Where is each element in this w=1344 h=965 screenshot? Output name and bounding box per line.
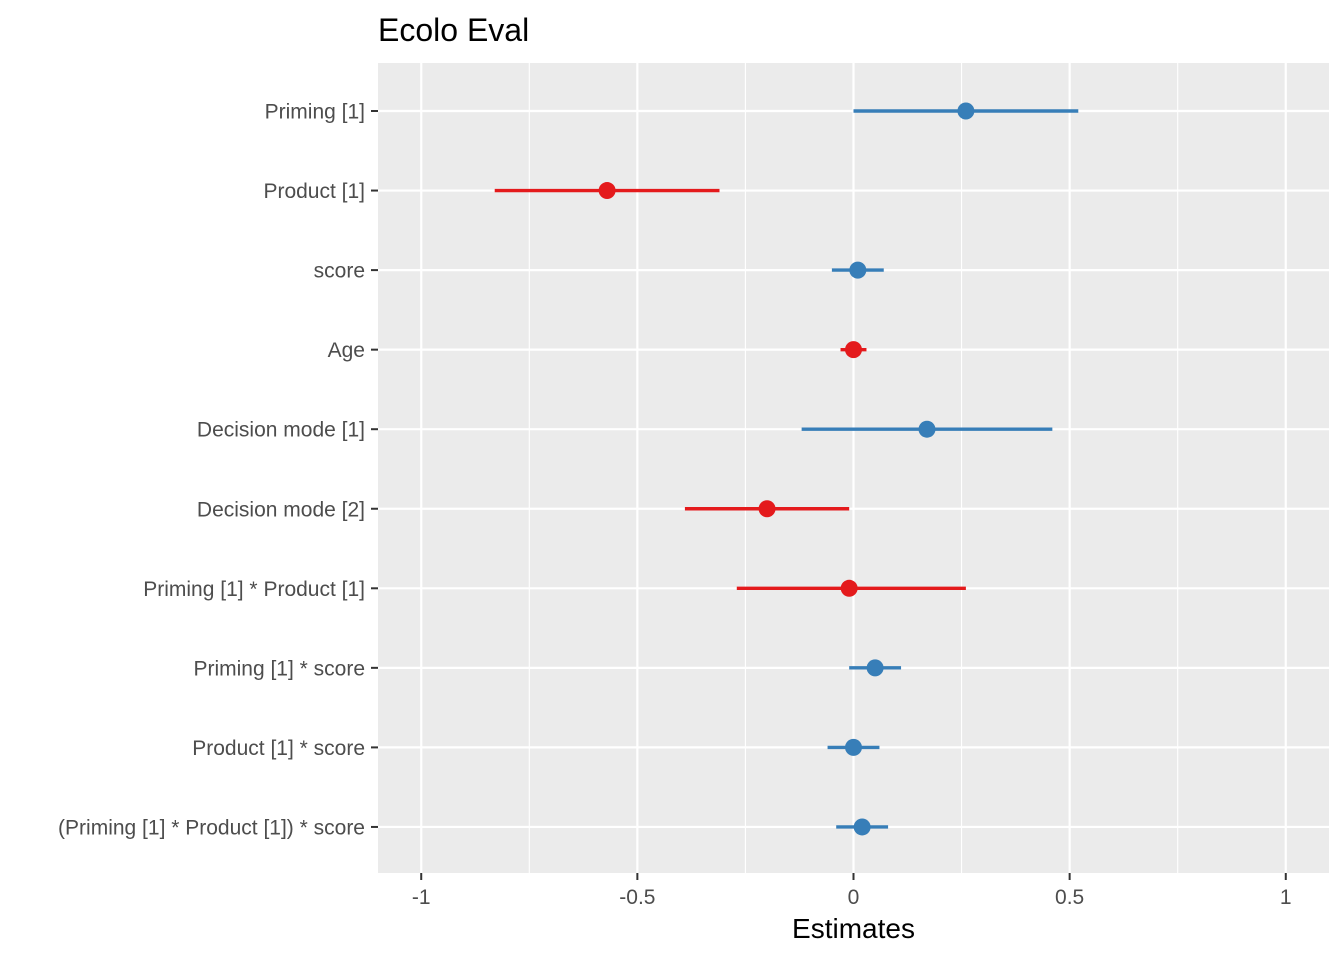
y-tick-label: Product [1] * score bbox=[192, 737, 365, 760]
y-tick-label: Decision mode [2] bbox=[197, 498, 365, 521]
x-tick-label: 0.5 bbox=[1055, 886, 1084, 909]
y-tick-label: Priming [1] * Product [1] bbox=[143, 578, 365, 601]
estimate-point bbox=[598, 182, 616, 200]
estimate-point bbox=[840, 579, 858, 597]
y-tick-label: score bbox=[314, 260, 365, 283]
y-tick-label: Decision mode [1] bbox=[197, 419, 365, 442]
y-tick-label: Priming [1] * score bbox=[193, 657, 365, 680]
estimate-point bbox=[845, 341, 862, 359]
estimate-point bbox=[853, 818, 871, 836]
estimate-point bbox=[918, 420, 936, 438]
estimate-point bbox=[957, 102, 975, 120]
y-tick-label: Priming [1] bbox=[265, 101, 365, 124]
y-tick-label: Product [1] bbox=[263, 180, 365, 203]
estimate-point bbox=[845, 738, 862, 756]
x-tick-label: 0 bbox=[848, 886, 860, 909]
y-tick-label: (Priming [1] * Product [1]) * score bbox=[58, 816, 365, 839]
y-tick-label: Age bbox=[328, 339, 365, 362]
x-axis-title: Estimates bbox=[792, 913, 915, 944]
estimate-point bbox=[866, 659, 884, 677]
chart-title: Ecolo Eval bbox=[378, 12, 529, 48]
y-axis: Priming [1] Product [1] score Age Decision m… bbox=[58, 101, 378, 839]
x-axis: -1 -0.5 0 0.5 1 bbox=[412, 873, 1292, 909]
estimate-point bbox=[758, 500, 776, 518]
x-tick-label: -0.5 bbox=[619, 886, 655, 909]
x-tick-label: -1 bbox=[412, 886, 431, 909]
estimate-point bbox=[849, 261, 867, 279]
estimate-marks bbox=[494, 102, 1079, 836]
x-tick-label: 1 bbox=[1280, 886, 1292, 909]
